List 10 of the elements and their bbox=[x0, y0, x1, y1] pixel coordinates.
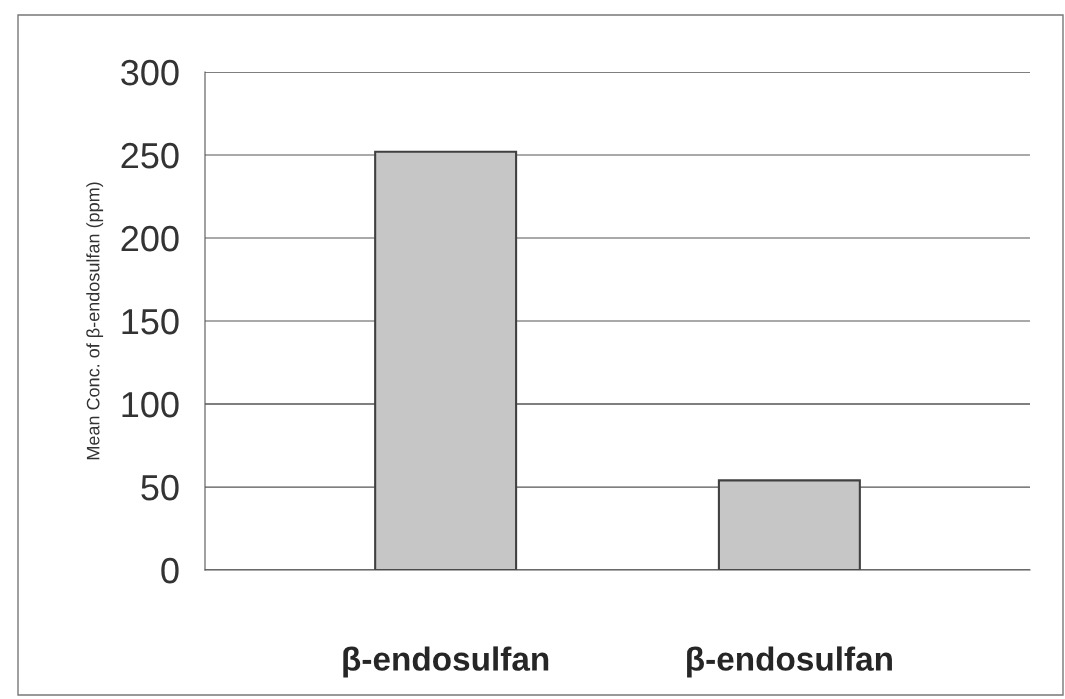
y-tick-label: 200 bbox=[121, 225, 179, 252]
x-tick-label: β-endosulfan bbox=[687, 646, 892, 678]
y-tick-label: 150 bbox=[122, 308, 179, 335]
y-tick-label: 300 bbox=[121, 59, 179, 86]
y-tick-label: 0 bbox=[161, 557, 179, 584]
y-tick-label: 100 bbox=[122, 391, 179, 418]
y-tick-label: 50 bbox=[141, 474, 179, 501]
y-axis-title: Mean Conc. of β-endosulfan (ppm) bbox=[86, 182, 104, 460]
y-tick-label: 250 bbox=[121, 142, 179, 169]
x-tick-label: β-endosulfan bbox=[343, 646, 549, 678]
